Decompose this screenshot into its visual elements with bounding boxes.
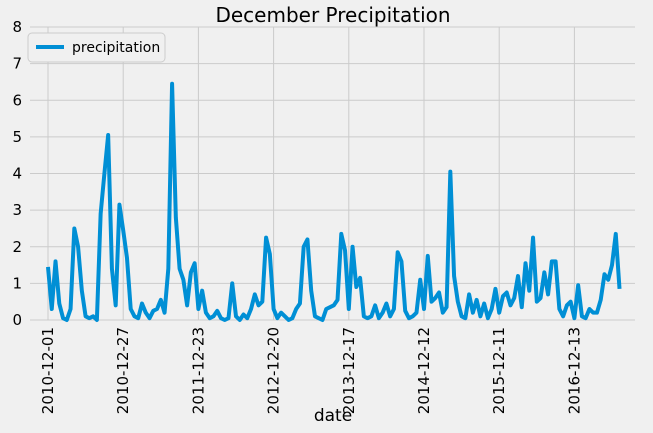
y-tick-label: 1 bbox=[12, 274, 22, 292]
x-tick-label: 2015-12-11 bbox=[490, 327, 508, 414]
x-tick-label: 2014-12-12 bbox=[415, 327, 433, 414]
x-tick-label: 2016-12-13 bbox=[565, 327, 583, 414]
y-tick-label: 8 bbox=[12, 18, 22, 36]
x-axis-label: date bbox=[314, 406, 352, 426]
x-tick-label: 2010-12-01 bbox=[39, 327, 57, 414]
x-tick-label: 2010-12-27 bbox=[114, 327, 132, 414]
y-tick-label: 2 bbox=[12, 238, 22, 256]
y-tick-label: 0 bbox=[12, 311, 22, 329]
chart-title: December Precipitation bbox=[215, 3, 450, 27]
y-tick-label: 5 bbox=[12, 128, 22, 146]
x-tick-label: 2012-12-20 bbox=[265, 327, 283, 414]
y-tick-label: 6 bbox=[12, 91, 22, 109]
y-tick-label: 3 bbox=[12, 201, 22, 219]
legend-box bbox=[27, 32, 166, 63]
x-tick-label: 2011-12-23 bbox=[189, 327, 207, 414]
x-tick-label: 2013-12-17 bbox=[340, 327, 358, 414]
y-tick-label: 7 bbox=[12, 55, 22, 73]
data-line bbox=[46, 81, 622, 322]
legend-label: precipitation bbox=[72, 40, 160, 56]
y-tick-label: 4 bbox=[12, 165, 22, 183]
